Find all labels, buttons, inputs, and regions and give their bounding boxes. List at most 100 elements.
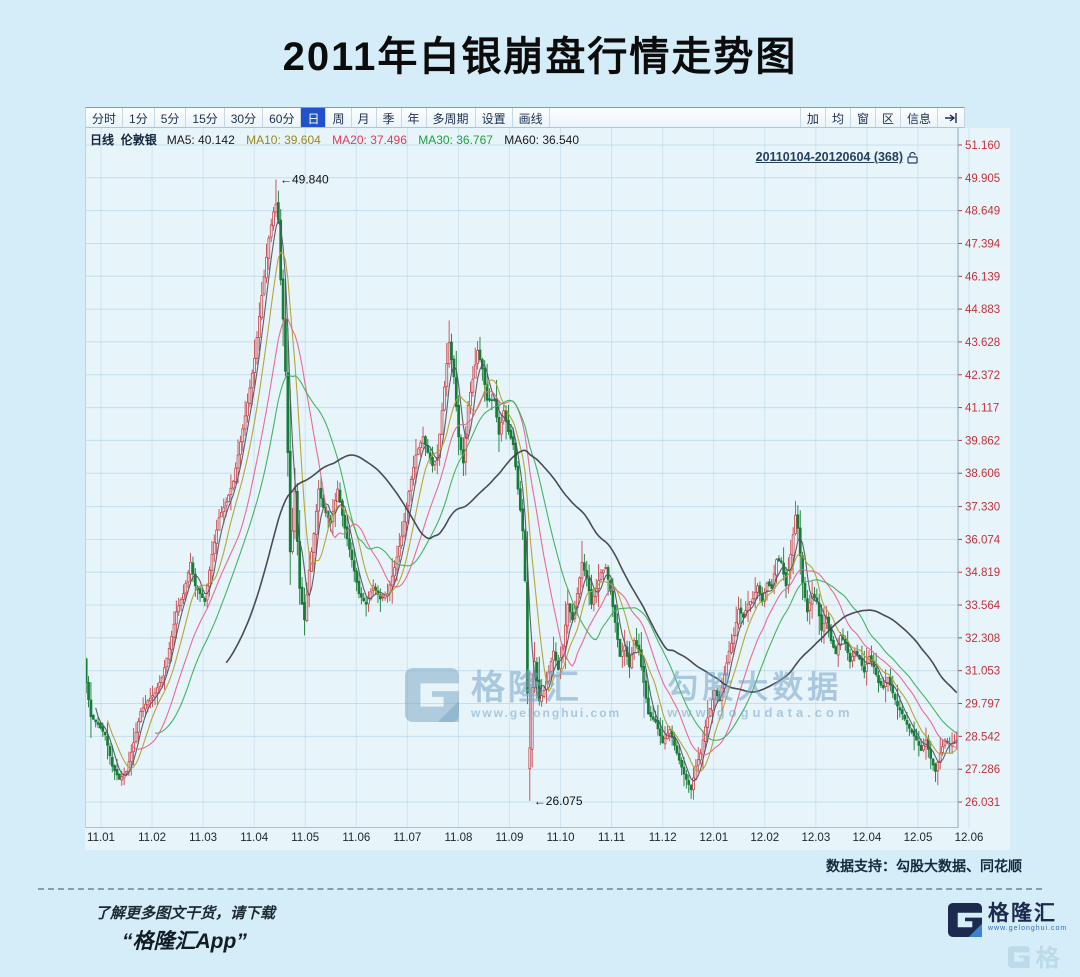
candle-body bbox=[134, 731, 138, 742]
chart-toolbar: 分时 1分 5分 15分 30分 60分 日 周 月 季 年 多周期 设置 画线… bbox=[85, 107, 965, 128]
y-axis-label: 43.628 bbox=[965, 337, 1000, 349]
candle-body bbox=[414, 454, 418, 469]
candle-body bbox=[191, 562, 195, 575]
candle-body bbox=[246, 402, 249, 417]
candle-body bbox=[144, 703, 147, 710]
candle-body bbox=[160, 676, 164, 683]
candle-body bbox=[613, 605, 617, 623]
tab-daily[interactable]: 日 bbox=[301, 108, 327, 127]
candle-body bbox=[924, 739, 928, 747]
candle-body bbox=[416, 448, 420, 455]
candle-body bbox=[578, 577, 581, 595]
collapse-panel-icon[interactable] bbox=[937, 108, 964, 127]
candle-body bbox=[687, 780, 691, 785]
annotation-peak-high: ←49.840 bbox=[280, 173, 329, 187]
candle-body bbox=[549, 661, 553, 672]
candle-body bbox=[163, 667, 166, 677]
info-button[interactable]: 信息 bbox=[899, 108, 937, 127]
candle-body bbox=[231, 480, 235, 489]
tab-5min[interactable]: 5分 bbox=[155, 108, 187, 127]
legend-ma30: MA30: 36.767 bbox=[418, 133, 493, 147]
candle-body bbox=[713, 689, 717, 700]
tab-quarterly[interactable]: 季 bbox=[377, 108, 402, 127]
tab-weekly[interactable]: 周 bbox=[326, 108, 352, 127]
candle-body bbox=[784, 572, 788, 587]
candlestick-plot[interactable]: 日线 伦敦银 MA5: 40.142 MA10: 39.604 MA20: 37… bbox=[85, 128, 1010, 828]
candle-body bbox=[912, 730, 916, 737]
candle-body bbox=[685, 774, 688, 780]
candle-body bbox=[182, 593, 185, 600]
date-range-selector[interactable]: 20110104-20120604 (368) bbox=[756, 150, 918, 164]
y-axis-label: 51.160 bbox=[965, 140, 1000, 152]
candle-body bbox=[260, 295, 264, 319]
add-indicator-button[interactable]: 加 bbox=[799, 108, 825, 127]
footer-brand-logo-faded: 格隆汇 bbox=[1008, 938, 1080, 977]
tab-yearly[interactable]: 年 bbox=[402, 108, 427, 127]
x-axis-label: 12.02 bbox=[750, 832, 780, 844]
tab-30min[interactable]: 30分 bbox=[225, 108, 264, 127]
tab-60min[interactable]: 60分 bbox=[263, 108, 302, 127]
settings-button[interactable]: 设置 bbox=[476, 108, 513, 127]
candle-body bbox=[110, 756, 114, 767]
candle-body bbox=[583, 562, 586, 571]
x-axis-label: 11.07 bbox=[393, 832, 422, 844]
candle-body bbox=[495, 398, 498, 418]
tab-multi-period[interactable]: 多周期 bbox=[427, 108, 476, 127]
candle-body bbox=[734, 622, 738, 637]
candle-body bbox=[908, 724, 911, 729]
price-chart-canvas[interactable]: 51.160 49.905 48.649 47.394 46.139 44.883 43.6… bbox=[85, 128, 1010, 828]
candle-body bbox=[106, 735, 109, 746]
candle-body bbox=[620, 650, 624, 657]
zone-button[interactable]: 区 bbox=[874, 108, 900, 127]
candle-body bbox=[198, 588, 202, 595]
candle-body bbox=[250, 372, 254, 389]
candle-body bbox=[405, 506, 408, 523]
draw-line-button[interactable]: 画线 bbox=[513, 108, 550, 127]
x-axis-label: 11.03 bbox=[189, 832, 218, 844]
y-axis-label: 46.139 bbox=[965, 271, 1000, 283]
x-axis-label: 11.12 bbox=[648, 832, 677, 844]
candle-body bbox=[822, 623, 826, 632]
candle-body bbox=[737, 608, 740, 625]
candle-body bbox=[552, 650, 555, 661]
tab-monthly[interactable]: 月 bbox=[352, 108, 377, 127]
candle-body bbox=[381, 596, 385, 599]
legend-ma5: MA5: 40.142 bbox=[166, 133, 235, 147]
candle-body bbox=[554, 651, 558, 661]
candle-body bbox=[122, 773, 126, 779]
y-axis-label: 44.883 bbox=[965, 304, 1000, 316]
candle-body bbox=[877, 675, 880, 683]
candle-body bbox=[473, 364, 477, 379]
candle-body bbox=[94, 719, 98, 723]
candle-body bbox=[400, 535, 404, 546]
candle-body bbox=[87, 682, 90, 700]
tab-1min[interactable]: 1分 bbox=[123, 108, 155, 127]
tab-15min[interactable]: 15分 bbox=[186, 108, 225, 127]
candle-body bbox=[601, 569, 605, 574]
x-axis-label: 12.06 bbox=[954, 832, 984, 844]
window-button[interactable]: 窗 bbox=[849, 108, 875, 127]
tab-minute-chart[interactable]: 分时 bbox=[86, 108, 124, 127]
candle-body bbox=[841, 634, 845, 640]
chart-legend: 日线 伦敦银 MA5: 40.142 MA10: 39.604 MA20: 37… bbox=[90, 131, 587, 148]
candle-body bbox=[523, 530, 527, 581]
candle-body bbox=[258, 316, 261, 338]
candle-body bbox=[103, 731, 107, 736]
candle-body bbox=[955, 739, 958, 742]
candle-body bbox=[661, 735, 665, 744]
ma-line-ma60 bbox=[225, 449, 958, 694]
candle-body bbox=[350, 549, 354, 561]
y-axis-label: 37.330 bbox=[965, 502, 1000, 514]
candle-body bbox=[288, 450, 292, 553]
ma-line-ma10 bbox=[106, 251, 958, 772]
candle-body bbox=[782, 562, 785, 575]
y-axis-label: 39.862 bbox=[965, 435, 1000, 447]
candle-body bbox=[471, 378, 475, 393]
candle-body bbox=[483, 368, 487, 385]
candle-body bbox=[490, 399, 494, 401]
candle-body bbox=[526, 581, 529, 694]
ma-button[interactable]: 均 bbox=[824, 108, 850, 127]
candle-body bbox=[239, 441, 242, 456]
candle-body bbox=[910, 729, 914, 733]
candle-body bbox=[580, 561, 584, 579]
